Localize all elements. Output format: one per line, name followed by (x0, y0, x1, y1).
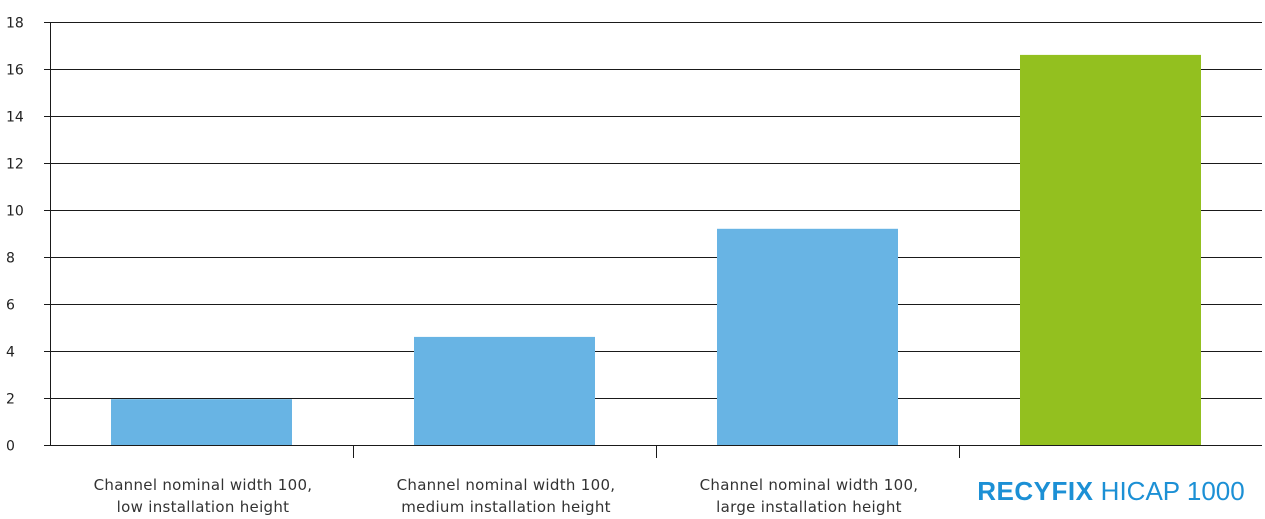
y-tick-label-12: 12 (6, 157, 24, 173)
x-label-large-line1: Channel nominal width 100, (699, 476, 919, 494)
x-label-large-height: Channel nominal width 100, large install… (659, 474, 959, 518)
y-tick-label-8: 8 (6, 251, 15, 267)
brand-product-hicap: HICAP 1000 (1100, 476, 1245, 506)
x-label-recyfix-hicap: RECYFIX HICAP 1000 (961, 476, 1261, 507)
bar-large-height (717, 228, 898, 445)
x-label-low-line1: Channel nominal width 100, (93, 476, 313, 494)
bar-recyfix-hicap (1020, 54, 1201, 446)
x-label-low-height: Channel nominal width 100, low installat… (53, 474, 353, 518)
y-tick-label-16: 16 (6, 63, 24, 79)
axes (50, 22, 1262, 458)
bars (111, 54, 1201, 446)
brand-name-recyfix: RECYFIX (977, 476, 1094, 506)
x-label-medium-line2: medium installation height (401, 498, 611, 516)
y-tick-label-0: 0 (6, 439, 15, 455)
x-label-medium-height: Channel nominal width 100, medium instal… (356, 474, 656, 518)
bar-low-height (111, 399, 292, 445)
y-tick-label-18: 18 (6, 16, 24, 32)
y-axis-ticks: 0 2 4 6 8 10 12 14 16 18 (6, 16, 24, 455)
y-tick-label-2: 2 (6, 392, 15, 408)
bar-medium-height (414, 336, 595, 445)
y-tick-label-10: 10 (6, 204, 24, 220)
x-label-low-line2: low installation height (116, 498, 290, 516)
x-label-large-line2: large installation height (716, 498, 902, 516)
y-tick-label-6: 6 (6, 298, 15, 314)
y-tick-label-14: 14 (6, 110, 24, 126)
y-tick-label-4: 4 (6, 345, 15, 361)
x-label-medium-line1: Channel nominal width 100, (396, 476, 616, 494)
